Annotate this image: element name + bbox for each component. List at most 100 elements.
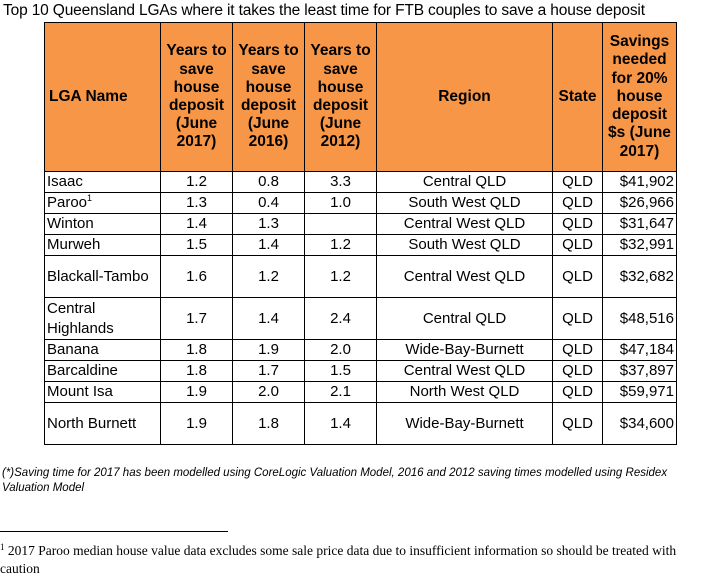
table-row: Paroo1 1.3 0.4 1.0 South West QLD QLD $2… <box>44 192 677 214</box>
lga-table: LGA Name Years to save house deposit (Ju… <box>44 22 677 445</box>
cell-years-2016: 1.8 <box>232 402 305 445</box>
cell-savings: $26,966 <box>602 192 677 214</box>
lga-name-text: Banana <box>47 341 99 358</box>
cell-savings: $47,184 <box>602 339 677 361</box>
cell-state: QLD <box>552 171 603 193</box>
cell-savings: $48,516 <box>602 297 677 340</box>
cell-state: QLD <box>552 339 603 361</box>
cell-years-2012: 1.2 <box>304 234 377 256</box>
cell-savings: $41,902 <box>602 171 677 193</box>
cell-savings: $31,647 <box>602 213 677 235</box>
cell-savings: $59,971 <box>602 381 677 403</box>
cell-state: QLD <box>552 192 603 214</box>
table-header-row: LGA Name Years to save house deposit (Ju… <box>44 22 677 172</box>
cell-years-2012: 1.4 <box>304 402 377 445</box>
cell-years-2012: 1.5 <box>304 360 377 382</box>
cell-lga: Central Highlands <box>44 297 161 340</box>
methodology-note: (*)Saving time for 2017 has been modelle… <box>2 467 668 494</box>
cell-state: QLD <box>552 255 603 298</box>
header-years-2012: Years to save house deposit (June 2012) <box>304 22 377 172</box>
lga-name-text: North Burnett <box>47 414 137 432</box>
cell-years-2012: 2.0 <box>304 339 377 361</box>
cell-region: Central QLD <box>376 297 553 340</box>
cell-years-2017: 1.3 <box>160 192 233 214</box>
cell-lga: Blackall-Tambo <box>44 255 161 298</box>
cell-savings: $34,600 <box>602 402 677 445</box>
lga-name-text: Mount Isa <box>47 383 113 400</box>
cell-savings: $32,682 <box>602 255 677 298</box>
cell-years-2016: 1.2 <box>232 255 305 298</box>
header-lga-name: LGA Name <box>44 22 161 172</box>
lga-name-text: Paroo <box>47 194 88 211</box>
cell-region: Central West QLD <box>376 213 553 235</box>
footnote-separator <box>0 531 228 532</box>
lga-name-text: Central Highlands <box>47 299 114 337</box>
cell-state: QLD <box>552 213 603 235</box>
cell-years-2016: 1.4 <box>232 234 305 256</box>
cell-region: Wide-Bay-Burnett <box>376 402 553 445</box>
cell-lga: Winton <box>44 213 161 235</box>
cell-region: Central QLD <box>376 171 553 193</box>
cell-years-2016: 2.0 <box>232 381 305 403</box>
header-state: State <box>552 22 603 172</box>
header-savings: Savings needed for 20% house deposit $s … <box>602 22 677 172</box>
table-row: Banana 1.8 1.9 2.0 Wide-Bay-Burnett QLD … <box>44 339 677 361</box>
table-row: Murweh 1.5 1.4 1.2 South West QLD QLD $3… <box>44 234 677 256</box>
lga-name-text: Isaac <box>47 173 83 190</box>
lga-name-text: Winton <box>47 215 94 232</box>
cell-region: Central West QLD <box>376 360 553 382</box>
cell-region: Wide-Bay-Burnett <box>376 339 553 361</box>
cell-lga: Banana <box>44 339 161 361</box>
cell-years-2012: 2.4 <box>304 297 377 340</box>
table-row: North Burnett 1.9 1.8 1.4 Wide-Bay-Burne… <box>44 402 677 445</box>
cell-savings: $32,991 <box>602 234 677 256</box>
cell-state: QLD <box>552 360 603 382</box>
cell-years-2016: 0.4 <box>232 192 305 214</box>
footnote-number: 1 <box>0 542 5 552</box>
cell-years-2016: 0.8 <box>232 171 305 193</box>
cell-savings: $37,897 <box>602 360 677 382</box>
cell-lga: North Burnett <box>44 402 161 445</box>
footnote-marker: 1 <box>87 193 93 204</box>
cell-lga: Barcaldine <box>44 360 161 382</box>
header-region: Region <box>376 22 553 172</box>
cell-state: QLD <box>552 234 603 256</box>
cell-years-2017: 1.4 <box>160 213 233 235</box>
table-title: Top 10 Queensland LGAs where it takes th… <box>3 2 645 19</box>
cell-years-2012: 1.0 <box>304 192 377 214</box>
header-years-2017: Years to save house deposit (June 2017) <box>160 22 233 172</box>
cell-years-2017: 1.8 <box>160 339 233 361</box>
cell-region: South West QLD <box>376 234 553 256</box>
cell-years-2012 <box>304 213 377 235</box>
table-row: Winton 1.4 1.3 Central West QLD QLD $31,… <box>44 213 677 235</box>
header-years-2016: Years to save house deposit (June 2016) <box>232 22 305 172</box>
table-row: Barcaldine 1.8 1.7 1.5 Central West QLD … <box>44 360 677 382</box>
cell-years-2016: 1.3 <box>232 213 305 235</box>
cell-region: South West QLD <box>376 192 553 214</box>
cell-state: QLD <box>552 381 603 403</box>
cell-state: QLD <box>552 297 603 340</box>
table-row: Mount Isa 1.9 2.0 2.1 North West QLD QLD… <box>44 381 677 403</box>
cell-years-2017: 1.6 <box>160 255 233 298</box>
cell-years-2016: 1.9 <box>232 339 305 361</box>
footnote-text: 2017 Paroo median house value data exclu… <box>0 543 677 576</box>
cell-years-2017: 1.7 <box>160 297 233 340</box>
table-row: Isaac 1.2 0.8 3.3 Central QLD QLD $41,90… <box>44 171 677 193</box>
cell-region: Central West QLD <box>376 255 553 298</box>
cell-state: QLD <box>552 402 603 445</box>
cell-region: North West QLD <box>376 381 553 403</box>
cell-years-2012: 1.2 <box>304 255 377 298</box>
lga-name-text: Blackall-Tambo <box>47 267 149 285</box>
cell-years-2017: 1.2 <box>160 171 233 193</box>
cell-years-2017: 1.9 <box>160 381 233 403</box>
cell-years-2016: 1.4 <box>232 297 305 340</box>
footnote: 1 2017 Paroo median house value data exc… <box>0 542 716 578</box>
cell-years-2012: 3.3 <box>304 171 377 193</box>
cell-years-2017: 1.5 <box>160 234 233 256</box>
table-row: Blackall-Tambo 1.6 1.2 1.2 Central West … <box>44 255 677 298</box>
cell-lga: Mount Isa <box>44 381 161 403</box>
cell-years-2017: 1.9 <box>160 402 233 445</box>
cell-years-2016: 1.7 <box>232 360 305 382</box>
cell-lga: Murweh <box>44 234 161 256</box>
cell-years-2012: 2.1 <box>304 381 377 403</box>
